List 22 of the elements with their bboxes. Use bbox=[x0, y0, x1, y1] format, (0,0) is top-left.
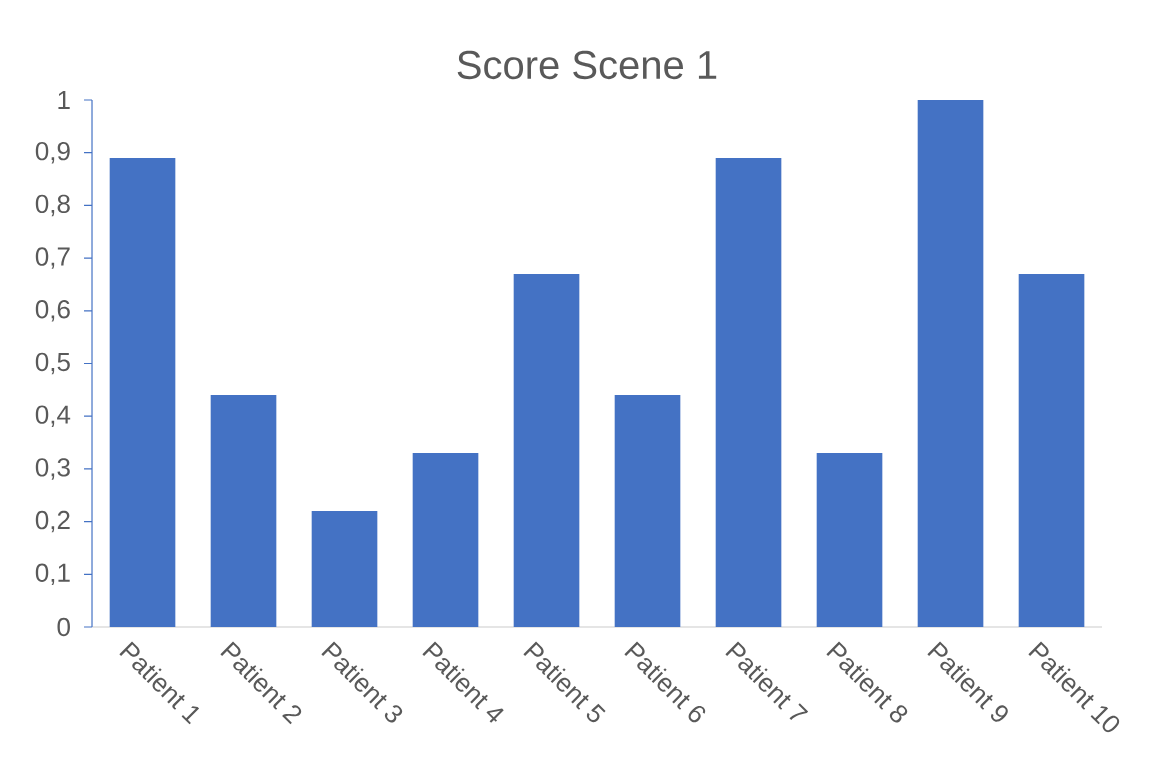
bar bbox=[715, 157, 782, 627]
chart-title: Score Scene 1 bbox=[457, 50, 717, 80]
y-tick-label: 0,2 bbox=[35, 510, 70, 533]
y-tick-label: 1 bbox=[58, 91, 70, 109]
bar bbox=[210, 395, 277, 627]
y-tick-label: 0,1 bbox=[35, 563, 70, 586]
y-tick-label: 0,6 bbox=[35, 300, 70, 322]
bar bbox=[1018, 273, 1085, 627]
bar bbox=[513, 273, 580, 627]
y-tick-label: 0,4 bbox=[35, 405, 71, 427]
bar bbox=[311, 511, 378, 627]
bar bbox=[109, 157, 176, 627]
y-tick-label: 0,9 bbox=[35, 141, 70, 164]
y-tick-label: 0,8 bbox=[35, 194, 70, 217]
y-tick-label: 0,7 bbox=[35, 247, 70, 269]
y-tick-label: 0,3 bbox=[35, 458, 70, 480]
bar bbox=[412, 453, 479, 627]
bar bbox=[917, 99, 984, 627]
bar bbox=[614, 395, 681, 627]
bar bbox=[816, 453, 883, 627]
y-tick-label: 0,5 bbox=[35, 352, 70, 375]
y-tick-label: 0 bbox=[57, 617, 70, 637]
